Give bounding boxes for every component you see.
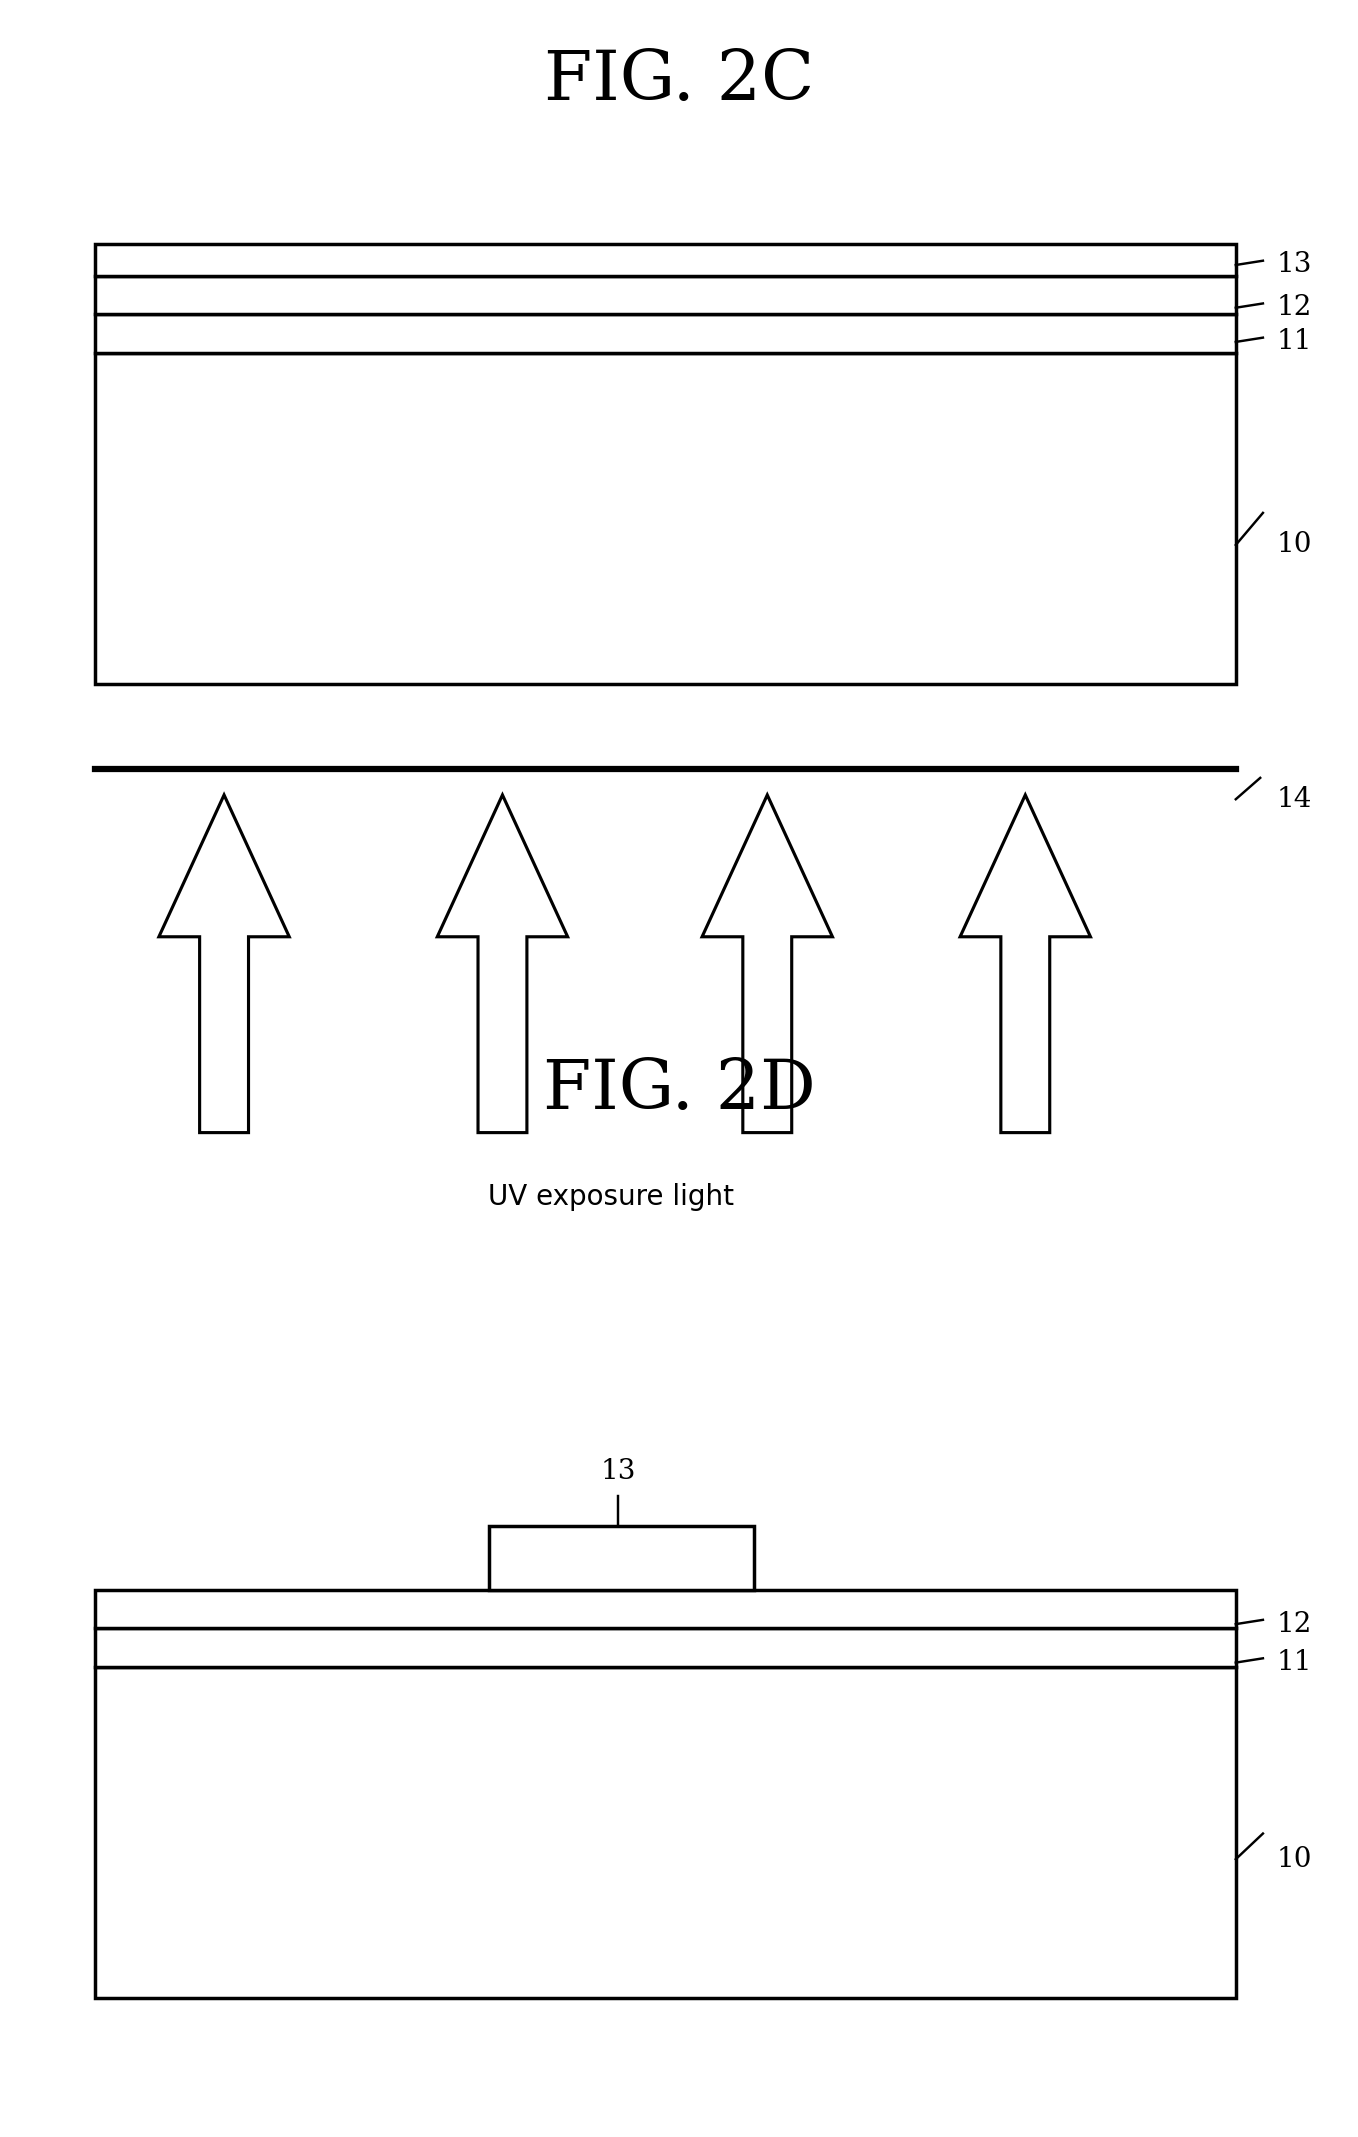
Text: 11: 11 <box>1277 329 1312 355</box>
Text: UV exposure light: UV exposure light <box>488 1182 735 1212</box>
Text: 14: 14 <box>1277 786 1312 812</box>
Bar <box>489 1526 754 1590</box>
Polygon shape <box>702 795 832 1133</box>
Bar <box>95 353 1236 684</box>
Text: FIG. 2C: FIG. 2C <box>543 47 815 115</box>
Bar <box>95 244 1236 276</box>
Bar <box>95 1667 1236 1998</box>
Text: 13: 13 <box>600 1457 636 1485</box>
Text: FIG. 2D: FIG. 2D <box>543 1056 815 1124</box>
Text: 12: 12 <box>1277 1611 1312 1637</box>
Polygon shape <box>159 795 289 1133</box>
Text: 13: 13 <box>1277 252 1312 278</box>
Text: 10: 10 <box>1277 532 1312 558</box>
Polygon shape <box>437 795 568 1133</box>
Polygon shape <box>960 795 1090 1133</box>
Bar <box>95 314 1236 353</box>
Text: 10: 10 <box>1277 1846 1312 1872</box>
Text: 11: 11 <box>1277 1650 1312 1675</box>
Bar <box>95 276 1236 314</box>
Bar <box>95 1628 1236 1667</box>
Text: 12: 12 <box>1277 295 1312 321</box>
Bar <box>95 1590 1236 1628</box>
